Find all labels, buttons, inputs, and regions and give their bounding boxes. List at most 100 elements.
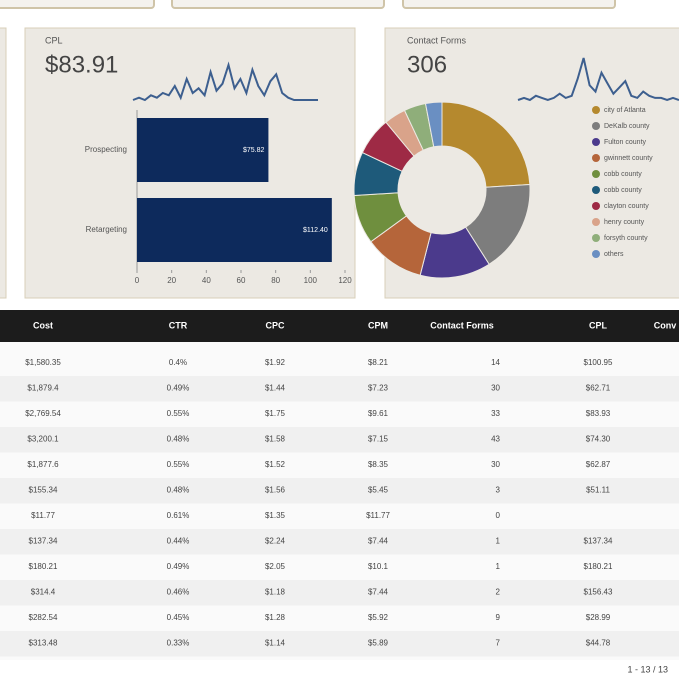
legend-label: Fulton county	[604, 139, 647, 146]
data-label: $75.82	[243, 147, 265, 154]
table-cell: $28.99	[586, 613, 611, 622]
legend-label: cobb county	[604, 187, 642, 194]
column-header[interactable]: CPM	[368, 320, 388, 330]
table-cell: $314.4	[31, 588, 56, 597]
table-cell: $5.89	[368, 639, 389, 648]
table-cell: 0.49%	[167, 384, 190, 393]
table-cell: $5.45	[368, 486, 389, 495]
legend-swatch	[592, 250, 600, 258]
legend-swatch	[592, 122, 600, 130]
table-cell: 1	[496, 562, 501, 571]
table-cell: 0.33%	[167, 639, 190, 648]
legend-label: DeKalb county	[604, 123, 650, 130]
table-cell: 14	[491, 358, 500, 367]
x-tick-label: 120	[338, 276, 352, 285]
legend-label: cobb county	[604, 171, 642, 178]
table-cell: $1.52	[265, 460, 286, 469]
table-cell: $1.92	[265, 358, 286, 367]
table-cell: $156.43	[584, 588, 613, 597]
sparkline	[517, 57, 679, 102]
data-label: $112.40	[303, 227, 328, 234]
card-value: 306	[407, 51, 447, 78]
legend-swatch	[592, 186, 600, 194]
top-button[interactable]	[171, 0, 385, 9]
x-tick-label: 80	[271, 276, 280, 285]
legend-swatch	[592, 154, 600, 162]
table-cell: $282.54	[29, 613, 58, 622]
table-cell: 0.46%	[167, 588, 190, 597]
table-cell: $137.34	[584, 537, 613, 546]
table-cell: 0.55%	[167, 460, 190, 469]
legend-label: city of Atlanta	[604, 107, 646, 114]
table-cell: $11.77	[31, 511, 55, 520]
table-cell: $1.35	[265, 511, 286, 520]
table-cell: $51.11	[586, 486, 610, 495]
table-cell: 9	[496, 613, 501, 622]
row-stripe	[0, 427, 679, 453]
table-cell: 2	[496, 588, 501, 597]
table-cell: $10.1	[368, 562, 389, 571]
table-cell: 7	[496, 639, 501, 648]
table-cell: $11.77	[366, 511, 390, 520]
column-header[interactable]: Conv	[654, 320, 677, 330]
table-cell: $180.21	[584, 562, 613, 571]
donut-slice	[424, 101, 443, 148]
table-cell: 0.61%	[167, 511, 190, 520]
legend-swatch	[592, 234, 600, 242]
x-tick-label: 100	[304, 276, 318, 285]
x-tick-label: 0	[135, 276, 140, 285]
table-cell: $7.15	[368, 435, 389, 444]
table-cell: $5.92	[368, 613, 389, 622]
card-label: CPL	[45, 35, 63, 45]
table-cell: $2.24	[265, 537, 286, 546]
card-value: $83.91	[45, 51, 118, 78]
top-button[interactable]	[402, 0, 616, 9]
legend-swatch	[592, 218, 600, 226]
table-cell: $1,877.6	[27, 460, 59, 469]
table-cell: $137.34	[29, 537, 58, 546]
row-stripe	[0, 376, 679, 402]
table-cell: $1.75	[265, 409, 286, 418]
table-cell: $62.87	[586, 460, 611, 469]
x-tick-label: 20	[167, 276, 176, 285]
table-cell: 0.45%	[167, 613, 190, 622]
table-cell: $7.23	[368, 384, 389, 393]
table-cell: $83.93	[586, 409, 611, 418]
table-cell: $1.28	[265, 613, 286, 622]
legend-label: clayton county	[604, 203, 649, 210]
column-header[interactable]: Contact Forms	[430, 320, 494, 330]
table-cell: $8.35	[368, 460, 389, 469]
legend-swatch	[592, 106, 600, 114]
column-header[interactable]: CPL	[589, 320, 608, 330]
column-header[interactable]: CPC	[265, 320, 285, 330]
pagination[interactable]: 1 - 13 / 13	[627, 664, 668, 674]
table-cell: $2,769.54	[25, 409, 61, 418]
y-tick-label: Prospecting	[85, 145, 127, 154]
table-cell: $1.44	[265, 384, 286, 393]
legend-label: gwinnett county	[604, 155, 653, 162]
legend-swatch	[592, 170, 600, 178]
table-cell: $180.21	[29, 562, 58, 571]
top-button[interactable]	[0, 0, 155, 9]
x-tick-label: 60	[237, 276, 246, 285]
column-header[interactable]: CTR	[169, 320, 188, 330]
table-cell: $155.34	[29, 486, 58, 495]
table-cell: $2.05	[265, 562, 286, 571]
table-cell: $9.61	[368, 409, 389, 418]
table-cell: $44.78	[586, 639, 611, 648]
legend-label: henry county	[604, 219, 645, 226]
table-cell: 0.44%	[167, 537, 190, 546]
table-cell: $1.58	[265, 435, 286, 444]
column-header[interactable]: Cost	[33, 320, 53, 330]
table-cell: $3,200.1	[27, 435, 59, 444]
table-cell: $1.56	[265, 486, 286, 495]
table-header	[0, 310, 679, 342]
table-cell: 0.55%	[167, 409, 190, 418]
table-cell: 1	[496, 537, 501, 546]
legend-label: others	[604, 251, 624, 258]
row-stripe	[0, 631, 679, 657]
table-cell: $1,580.35	[25, 358, 61, 367]
row-stripe	[0, 580, 679, 606]
card-edge	[0, 27, 7, 299]
table-cell: 0.49%	[167, 562, 190, 571]
